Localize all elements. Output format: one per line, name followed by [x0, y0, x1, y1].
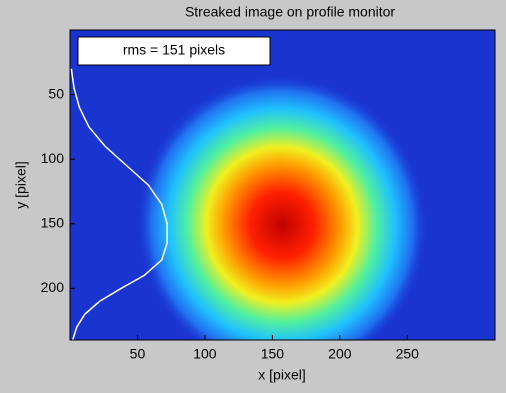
x-tick-label: 100 [193, 346, 217, 362]
y-tick-label: 200 [41, 279, 65, 295]
x-tick-label: 250 [396, 346, 420, 362]
y-tick-label: 50 [48, 85, 64, 101]
x-tick-label: 50 [130, 346, 146, 362]
y-tick-label: 100 [41, 150, 65, 166]
y-axis-label: y [pixel] [13, 161, 29, 208]
y-tick-label: 150 [41, 214, 65, 230]
x-tick-label: 200 [328, 346, 352, 362]
image-blob [136, 75, 428, 340]
x-axis-label: x [pixel] [258, 367, 305, 383]
x-tick-label: 150 [261, 346, 285, 362]
annotation-box [77, 36, 271, 66]
chart-title: Streaked image on profile monitor [185, 4, 395, 20]
profile-line [70, 68, 168, 341]
annotation: rms = 151 pixels [123, 42, 225, 58]
plot-frame [69, 29, 496, 341]
